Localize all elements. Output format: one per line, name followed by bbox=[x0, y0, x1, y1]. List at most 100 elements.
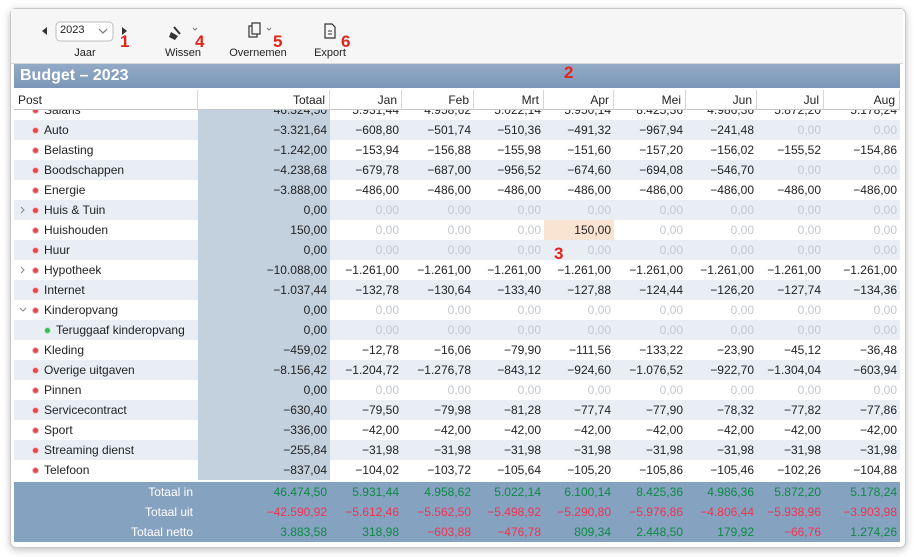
column-header: Post bbox=[14, 90, 198, 110]
amount-cell: −924,60 bbox=[567, 363, 611, 377]
amount-cell: 0,00 bbox=[447, 323, 471, 337]
amount-cell: 0,00 bbox=[517, 223, 541, 237]
amount-cell: −130,64 bbox=[427, 283, 471, 297]
next-year[interactable] bbox=[122, 27, 127, 35]
toolbar-label: Wissen bbox=[164, 47, 202, 59]
table-row: Sport −336,00 −42,00 −42,00 −42,00 −42,00 −42,… bbox=[14, 420, 900, 440]
post-name: Sport bbox=[44, 423, 73, 437]
annotation: 6 bbox=[341, 32, 351, 51]
amount-cell: 0,00 bbox=[375, 243, 399, 257]
amount-cell: 0,00 bbox=[797, 163, 821, 177]
total-column-bg bbox=[198, 420, 330, 440]
amount-cell: −23,90 bbox=[716, 343, 754, 357]
amount-cell: −81,28 bbox=[503, 403, 541, 417]
column-header: Mei bbox=[614, 90, 686, 110]
category-dot bbox=[33, 408, 38, 413]
amount-cell: 0,00 bbox=[730, 203, 754, 217]
table-body: Salaris 46.324,50 5.931,44 4.958,62 5.022,14… bbox=[14, 110, 900, 480]
amount-cell: −154,86 bbox=[853, 143, 897, 157]
amount-cell: −1.276,78 bbox=[417, 363, 471, 377]
amount-cell: 0,00 bbox=[659, 323, 683, 337]
amount-cell: −10.088,00 bbox=[266, 263, 327, 277]
post-name: Huishouden bbox=[44, 223, 109, 237]
amount-cell: 0,00 bbox=[587, 243, 611, 257]
amount-cell: −103,72 bbox=[427, 463, 471, 477]
amount-cell: −486,00 bbox=[355, 183, 399, 197]
category-dot bbox=[33, 208, 38, 213]
amount-cell: 0,00 bbox=[659, 383, 683, 397]
amount-cell: −155,52 bbox=[777, 143, 821, 157]
amount-cell: 150,00 bbox=[544, 220, 614, 240]
total-column-bg bbox=[198, 260, 330, 280]
amount-cell: 0,00 bbox=[730, 223, 754, 237]
total-column-bg bbox=[198, 340, 330, 360]
amount-cell: 5.872,20 bbox=[774, 110, 821, 117]
amount-cell: −1.261,00 bbox=[843, 263, 897, 277]
category-dot bbox=[33, 188, 38, 193]
amount-cell: −1.037,44 bbox=[273, 283, 327, 297]
amount-cell: −77,90 bbox=[645, 403, 683, 417]
amount-cell: 5.931,44 bbox=[352, 110, 399, 117]
total-column-bg bbox=[198, 240, 330, 260]
amount-cell: −127,74 bbox=[777, 283, 821, 297]
category-dot bbox=[33, 448, 38, 453]
total-column-bg bbox=[198, 380, 330, 400]
column-header: Apr bbox=[544, 90, 614, 110]
wissen-icon[interactable] bbox=[169, 26, 198, 40]
amount-cell: 0,00 bbox=[873, 163, 897, 177]
amount-cell: −486,00 bbox=[497, 183, 541, 197]
amount-cell: −79,98 bbox=[433, 403, 471, 417]
totals-cell: −5.290,80 bbox=[557, 505, 611, 519]
amount-cell: −45,12 bbox=[783, 343, 821, 357]
column-header: Jul bbox=[757, 90, 824, 110]
totals-cell: 4.986,36 bbox=[707, 485, 754, 499]
prev-year[interactable] bbox=[42, 27, 47, 35]
table-row: Boodschappen −4.238,68 −679,78 −687,00 −956,… bbox=[14, 160, 900, 180]
amount-cell: 0,00 bbox=[303, 303, 327, 317]
table-row: Kinderopvang 0,00 0,00 0,00 0,00 0,00 0,00 0,00… bbox=[14, 300, 900, 320]
year-select[interactable] bbox=[55, 21, 114, 42]
table-row: Pinnen 0,00 0,00 0,00 0,00 0,00 0,00 0,00 0,00 0,… bbox=[14, 380, 900, 400]
amount-cell: −8.156,42 bbox=[273, 363, 327, 377]
table-row: Overige uitgaven −8.156,42 −1.204,72 −1.276… bbox=[14, 360, 900, 380]
post-name: Huis & Tuin bbox=[44, 203, 106, 217]
overnemen-icon[interactable] bbox=[248, 22, 272, 38]
amount-cell: −133,40 bbox=[497, 283, 541, 297]
amount-cell: 0,00 bbox=[730, 243, 754, 257]
amount-cell: 0,00 bbox=[873, 203, 897, 217]
post-name: Huur bbox=[44, 243, 71, 257]
totals-cell: 3.883,58 bbox=[280, 525, 327, 539]
table-row: Telefoon −837,04 −104,02 −103,72 −105,64 −105… bbox=[14, 460, 900, 480]
amount-cell: 0,00 bbox=[303, 383, 327, 397]
totals-label: Totaal uit bbox=[144, 505, 193, 519]
select-chevron bbox=[98, 28, 108, 34]
amount-cell: −336,00 bbox=[283, 423, 327, 437]
export-icon[interactable] bbox=[324, 23, 336, 39]
category-dot bbox=[33, 128, 38, 133]
table-row: Salaris 46.324,50 5.931,44 4.958,62 5.022,14… bbox=[14, 110, 900, 120]
row-toggle bbox=[18, 260, 28, 280]
amount-cell: 0,00 bbox=[797, 123, 821, 137]
totals-cell: −5.976,86 bbox=[629, 505, 683, 519]
amount-cell: 0,00 bbox=[659, 243, 683, 257]
total-column-bg bbox=[198, 320, 330, 340]
amount-cell: 0,00 bbox=[517, 243, 541, 257]
amount-cell: −459,02 bbox=[283, 343, 327, 357]
amount-cell: −491,32 bbox=[567, 123, 611, 137]
totals-cell: 5.022,14 bbox=[494, 485, 541, 499]
amount-cell: 5.950,14 bbox=[564, 110, 611, 117]
amount-cell: 0,00 bbox=[659, 223, 683, 237]
amount-cell: −151,60 bbox=[567, 143, 611, 157]
post-name: Streaming dienst bbox=[44, 443, 135, 457]
amount-cell: −486,00 bbox=[777, 183, 821, 197]
total-column-bg bbox=[198, 280, 330, 300]
post-name: Boodschappen bbox=[44, 163, 125, 177]
totals-cell: −42.590,92 bbox=[266, 505, 327, 519]
total-column-bg bbox=[198, 160, 330, 180]
amount-cell: −127,88 bbox=[567, 283, 611, 297]
amount-cell: −16,06 bbox=[433, 343, 471, 357]
amount-cell: 0,00 bbox=[797, 323, 821, 337]
amount-cell: −42,00 bbox=[716, 423, 754, 437]
amount-cell: 0,00 bbox=[447, 303, 471, 317]
totals-cell: −4.806,44 bbox=[700, 505, 754, 519]
